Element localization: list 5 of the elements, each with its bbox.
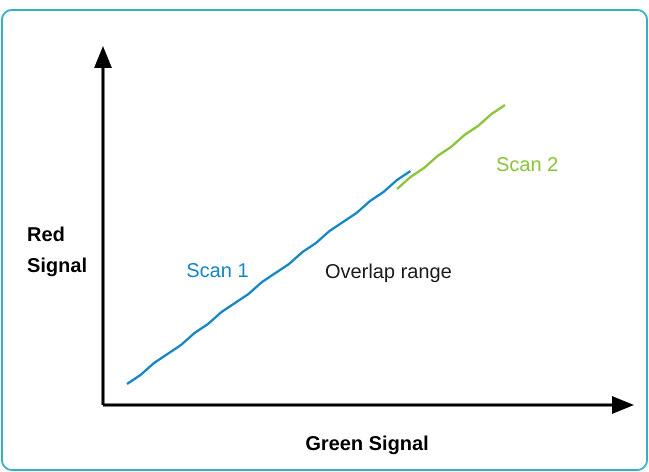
- x-axis-title: Green Signal: [305, 433, 429, 455]
- y-axis-title: Red Signal: [27, 224, 88, 277]
- series-label: Scan 2: [496, 154, 558, 176]
- annotation: Overlap range: [325, 261, 452, 283]
- series-label: Scan 1: [186, 260, 249, 282]
